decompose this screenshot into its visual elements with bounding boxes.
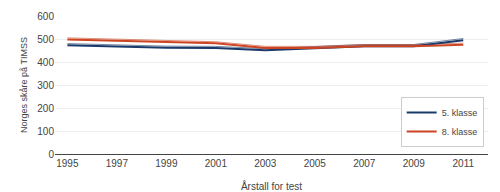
svg-text:300: 300 <box>37 80 54 91</box>
svg-text:2001: 2001 <box>205 158 228 169</box>
svg-text:0: 0 <box>48 149 54 160</box>
svg-text:Årstall for test: Årstall for test <box>241 180 302 192</box>
svg-text:2009: 2009 <box>403 158 426 169</box>
svg-text:1995: 1995 <box>56 158 79 169</box>
svg-text:200: 200 <box>37 103 54 114</box>
svg-text:2005: 2005 <box>304 158 327 169</box>
svg-text:100: 100 <box>37 126 54 137</box>
svg-text:2011: 2011 <box>453 158 475 169</box>
svg-text:400: 400 <box>37 57 54 68</box>
svg-text:8. klasse: 8. klasse <box>442 127 478 137</box>
svg-text:2007: 2007 <box>353 158 376 169</box>
svg-text:600: 600 <box>37 11 54 22</box>
svg-text:Norges skåre på TIMSS: Norges skåre på TIMSS <box>19 37 29 133</box>
svg-text:2003: 2003 <box>254 158 277 169</box>
svg-text:1997: 1997 <box>106 158 129 169</box>
svg-text:5. klasse: 5. klasse <box>442 108 478 118</box>
svg-text:500: 500 <box>37 34 54 45</box>
svg-text:1999: 1999 <box>155 158 178 169</box>
